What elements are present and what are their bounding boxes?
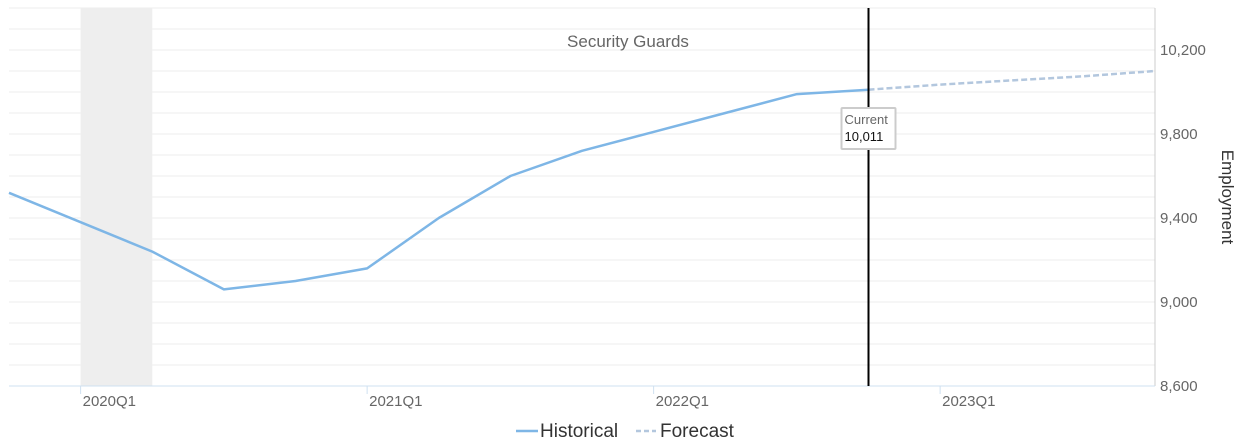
y-tick-labels: 8,600 9,000 9,400 9,800 10,200 xyxy=(1160,42,1206,395)
series-lines xyxy=(8,69,1156,291)
y-axis-label: Employment xyxy=(1218,150,1237,245)
y-tick-label: 10,200 xyxy=(1160,42,1206,59)
series-line-forecast xyxy=(868,69,1156,91)
x-tick-label: 2020Q1 xyxy=(83,393,136,410)
x-tick-label: 2022Q1 xyxy=(656,393,709,410)
x-tick-label: 2023Q1 xyxy=(942,393,995,410)
legend-forecast-label: Forecast xyxy=(660,421,735,442)
chart-title: Security Guards xyxy=(567,32,689,51)
current-marker: Current 10,011 xyxy=(840,8,897,386)
y-tick-label: 9,000 xyxy=(1160,294,1198,311)
series-line-historical xyxy=(8,88,869,291)
x-tick-label: 2021Q1 xyxy=(369,393,422,410)
current-tooltip-label: Current xyxy=(845,112,889,127)
axes xyxy=(9,8,1156,387)
gridlines xyxy=(9,7,1155,387)
current-tooltip-box xyxy=(840,107,897,150)
legend-historical-label: Historical xyxy=(540,421,618,442)
x-tick-labels: 2020Q1 2021Q1 2022Q1 2023Q1 xyxy=(80,386,996,410)
legend: Historical Forecast xyxy=(516,421,735,442)
y-tick-label: 9,800 xyxy=(1160,126,1198,143)
y-tick-label: 8,600 xyxy=(1160,378,1198,395)
y-tick-label: 9,400 xyxy=(1160,210,1198,227)
current-tooltip-value: 10,011 xyxy=(845,129,884,144)
